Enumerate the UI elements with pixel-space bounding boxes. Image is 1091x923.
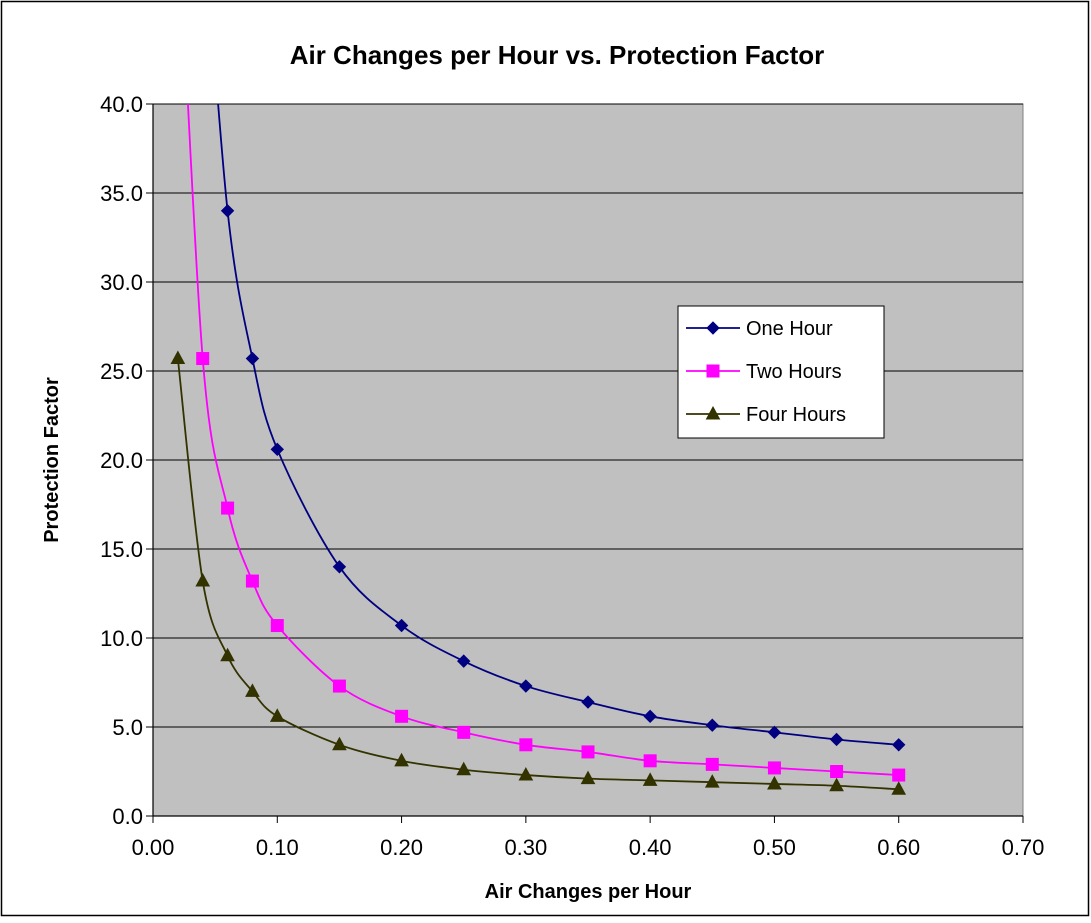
y-tick-label: 0.0 (112, 804, 143, 829)
data-point-two-hours (196, 352, 210, 366)
data-point-four-hours (170, 350, 186, 365)
data-point-two-hours (245, 574, 259, 588)
data-point-two-hours (270, 619, 284, 633)
data-point-one-hour (220, 204, 235, 218)
data-point-one-hour (581, 695, 595, 709)
data-point-two-hours (519, 738, 533, 752)
data-point-one-hour (767, 725, 782, 740)
x-tick-label: 0.00 (132, 835, 175, 860)
legend-label-one-hour: One Hour (746, 318, 833, 340)
legend-marker-two-hours (706, 364, 720, 378)
data-point-two-hours (457, 725, 471, 739)
legend-label-four-hours: Four Hours (746, 404, 846, 426)
y-tick-label: 30.0 (100, 270, 143, 295)
data-point-four-hours (829, 777, 844, 792)
data-point-four-hours (580, 770, 596, 785)
data-point-one-hour (332, 560, 347, 574)
series-line-one-hour (217, 104, 899, 746)
y-axis-label: Protection Factor (41, 377, 63, 543)
data-point-two-hours (830, 765, 844, 778)
x-axis-label: Air Changes per Hour (485, 881, 692, 903)
y-tick-label: 20.0 (100, 448, 143, 473)
axes: 0.0 5.0 10.0 15.0 20.0 25.0 30.0 35.0 40.0 0.00 0.… (100, 92, 1044, 860)
data-point-four-hours (269, 708, 285, 722)
data-point-four-hours (456, 761, 472, 776)
data-point-four-hours (195, 572, 211, 587)
data-point-one-hour (519, 679, 533, 693)
x-tick-label: 0.20 (380, 835, 423, 860)
data-point-four-hours (704, 774, 720, 788)
x-tick-label: 0.70 (1002, 835, 1045, 860)
series-line-four-hours (176, 358, 899, 791)
data-point-two-hours (892, 768, 906, 782)
y-tick-label: 15.0 (100, 537, 143, 562)
y-tick-label: 10.0 (100, 626, 143, 651)
data-point-two-hours (767, 761, 781, 775)
x-tick-label: 0.10 (256, 835, 299, 860)
legend-label-two-hours: Two Hours (746, 361, 842, 383)
y-tick-label: 5.0 (112, 715, 143, 740)
data-point-one-hour (705, 718, 719, 732)
y-tick-label: 40.0 (100, 92, 143, 117)
data-point-one-hour (643, 709, 657, 724)
data-point-two-hours (643, 754, 657, 768)
chart-title: Air Changes per Hour vs. Protection Fact… (290, 40, 825, 70)
data-point-four-hours (394, 752, 409, 767)
data-point-four-hours (891, 781, 907, 795)
x-tick-label: 0.40 (629, 835, 672, 860)
data-point-one-hour (394, 618, 409, 633)
data-point-four-hours (642, 772, 658, 786)
data-point-two-hours (705, 757, 719, 771)
data-point-four-hours (220, 647, 235, 662)
data-point-four-hours (332, 736, 347, 751)
x-tick-label: 0.50 (753, 835, 796, 860)
data-point-two-hours (332, 679, 346, 693)
x-tick-label: 0.60 (877, 835, 920, 860)
data-point-two-hours (581, 745, 595, 759)
data-point-one-hour (829, 732, 844, 747)
y-tick-label: 35.0 (100, 181, 143, 206)
data-point-four-hours (767, 775, 782, 790)
legend-marker-one-hour (706, 321, 720, 335)
data-point-one-hour (892, 738, 906, 752)
data-point-two-hours (221, 501, 235, 515)
legend-marker-four-hours (705, 405, 721, 420)
data-point-four-hours (245, 683, 260, 697)
x-tick-label: 0.30 (504, 835, 547, 860)
data-point-one-hour (270, 442, 284, 457)
data-point-one-hour (457, 654, 471, 668)
data-point-two-hours (395, 709, 409, 723)
y-tick-label: 25.0 (100, 359, 143, 384)
legend: One Hour Two Hours Four Hours (677, 305, 885, 439)
series-layer (170, 104, 907, 795)
data-point-four-hours (518, 767, 534, 781)
data-point-one-hour (245, 351, 260, 366)
